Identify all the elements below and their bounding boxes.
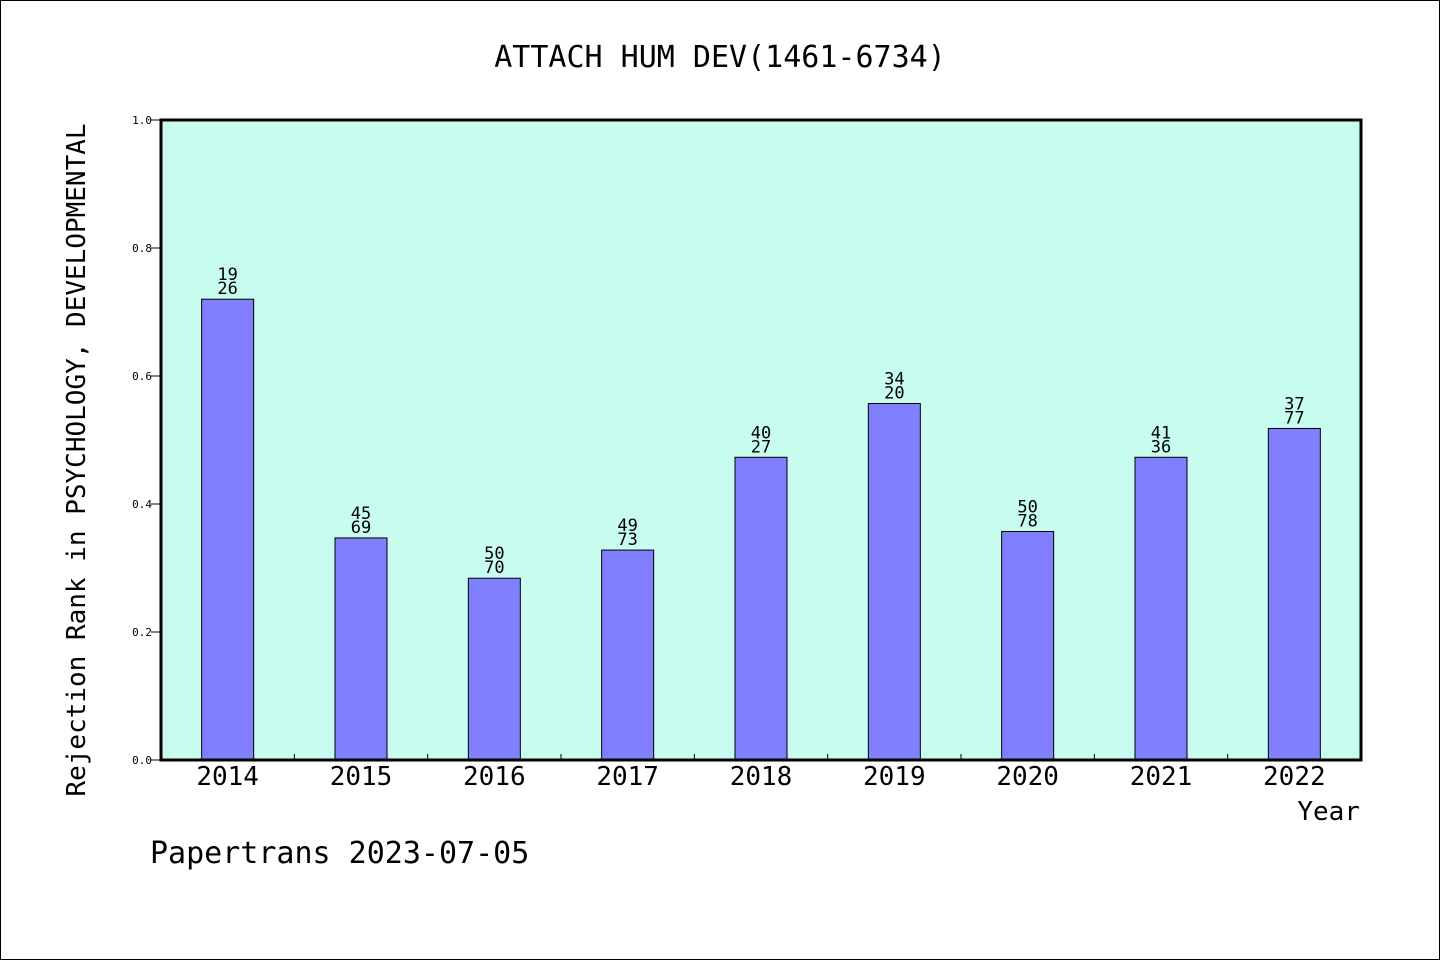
bar-2020 xyxy=(1001,531,1055,761)
x-tick-label-2018: 2018 xyxy=(730,762,793,792)
x-tick-label-2019: 2019 xyxy=(863,762,926,792)
x-tick-label-2016: 2016 xyxy=(463,762,526,792)
bar-label-bottom-2018: 27 xyxy=(751,437,771,457)
y-tick-label-0.6: 0.6 xyxy=(132,370,152,383)
x-axis: 2014 2015 2016 2017 2018 2019 2020 2021 2022 xyxy=(196,754,1326,792)
plot-border xyxy=(159,118,1363,762)
bar-label-bottom-2014: 26 xyxy=(217,279,237,299)
bar-label-top-2014: 19 xyxy=(217,265,237,285)
y-tick-label-0.8: 0.8 xyxy=(132,242,152,255)
bar-label-bottom-2015: 69 xyxy=(351,518,371,538)
y-axis: 0.0 0.2 0.4 0.6 0.8 1.0 xyxy=(132,114,161,767)
x-tick-label-2020: 2020 xyxy=(996,762,1059,792)
bar-label-bottom-2017: 73 xyxy=(617,530,637,550)
chart-title: ATTACH HUM DEV(1461-6734) xyxy=(494,40,946,75)
bar-2017 xyxy=(601,549,655,761)
bar-label-top-2016: 50 xyxy=(484,544,504,564)
bar-label-top-2017: 49 xyxy=(617,516,637,536)
bar-label-bottom-2019: 20 xyxy=(884,384,904,404)
x-tick-label-2017: 2017 xyxy=(596,762,659,792)
bar-label-bottom-2022: 77 xyxy=(1284,408,1304,428)
x-tick-label-2022: 2022 xyxy=(1263,762,1326,792)
bars-layer xyxy=(201,298,1321,761)
bar-label-top-2022: 37 xyxy=(1284,394,1304,414)
bar-label-bottom-2016: 70 xyxy=(484,558,504,578)
bar-2014 xyxy=(201,298,255,761)
bar-label-top-2019: 34 xyxy=(884,370,904,390)
bar-2016 xyxy=(467,577,521,761)
bar-label-top-2021: 41 xyxy=(1151,423,1171,443)
y-axis-title: Rejection Rank in PSYCHOLOGY, DEVELOPMEN… xyxy=(62,123,92,796)
bar-label-top-2020: 50 xyxy=(1017,498,1037,518)
footer-text: Papertrans 2023-07-05 xyxy=(150,836,529,871)
bar-label-top-2015: 45 xyxy=(351,504,371,524)
x-tick-label-2014: 2014 xyxy=(196,762,259,792)
y-tick-label-0.0: 0.0 xyxy=(132,754,152,767)
bar-2015 xyxy=(334,537,388,761)
bar-2019 xyxy=(867,403,921,761)
bar-label-bottom-2021: 36 xyxy=(1151,437,1171,457)
bar-2022 xyxy=(1267,427,1321,761)
x-tick-label-2015: 2015 xyxy=(330,762,393,792)
y-tick-label-0.2: 0.2 xyxy=(132,626,152,639)
x-axis-title: Year xyxy=(1297,797,1360,827)
bar-label-bottom-2020: 78 xyxy=(1017,512,1037,532)
y-tick-label-0.4: 0.4 xyxy=(132,498,152,511)
y-tick-label-1.0: 1.0 xyxy=(132,114,152,127)
bar-2021 xyxy=(1134,456,1188,761)
bar-2018 xyxy=(734,456,788,761)
bar-label-top-2018: 40 xyxy=(751,423,771,443)
x-tick-label-2021: 2021 xyxy=(1130,762,1193,792)
